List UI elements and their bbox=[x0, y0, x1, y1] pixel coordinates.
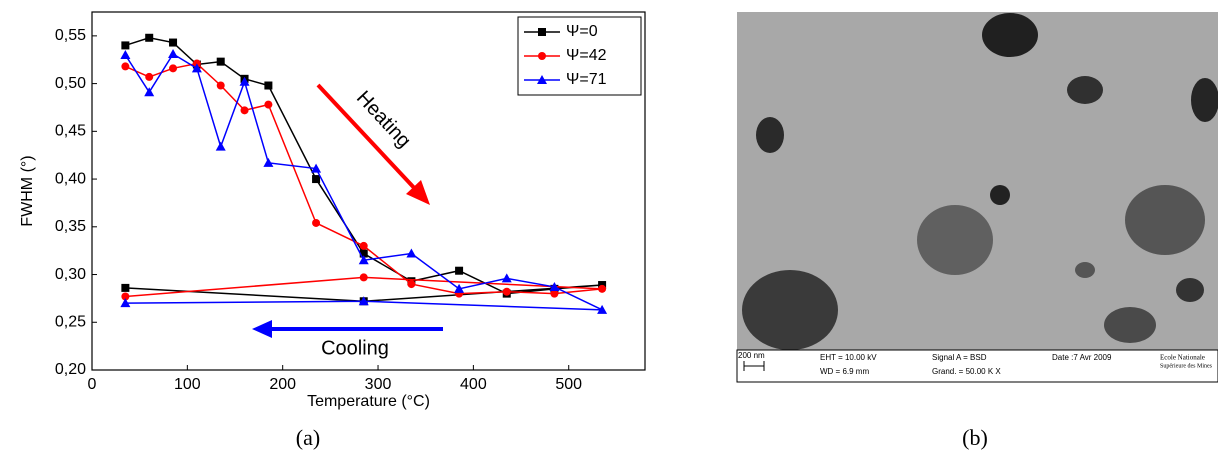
marker bbox=[407, 280, 416, 289]
marker bbox=[239, 76, 250, 86]
marker bbox=[169, 64, 178, 73]
marker bbox=[454, 283, 465, 293]
marker bbox=[358, 296, 369, 306]
marker bbox=[121, 41, 130, 50]
y-tick-label: 0,50 bbox=[55, 75, 86, 92]
marker bbox=[121, 62, 130, 71]
legend-label: Ψ=71 bbox=[566, 71, 607, 88]
marker bbox=[549, 281, 560, 291]
marker bbox=[145, 72, 154, 81]
marker bbox=[264, 100, 273, 109]
y-tick-label: 0,55 bbox=[55, 27, 86, 44]
marker bbox=[120, 49, 131, 59]
marker bbox=[145, 33, 154, 42]
legend-marker bbox=[538, 28, 546, 36]
marker bbox=[597, 304, 608, 314]
logo-line: Supérieure des Mines bbox=[1160, 363, 1213, 369]
y-tick-label: 0,25 bbox=[55, 313, 86, 330]
marker bbox=[311, 163, 322, 173]
marker bbox=[215, 141, 226, 151]
panel-label: (b) bbox=[962, 425, 988, 450]
plot-frame bbox=[91, 11, 646, 371]
heating-arrowhead bbox=[406, 180, 430, 205]
micrograph bbox=[736, 12, 1218, 383]
signal: Signal A = BSD bbox=[932, 353, 987, 362]
marker bbox=[312, 218, 321, 227]
x-axis-title: Temperature (°C) bbox=[307, 393, 430, 410]
scale-label: 200 nm bbox=[738, 351, 765, 360]
marker bbox=[598, 284, 607, 293]
marker bbox=[168, 49, 179, 59]
marker bbox=[169, 38, 178, 47]
panel-label: (a) bbox=[296, 425, 320, 450]
cooling-label: Cooling bbox=[321, 337, 389, 359]
marker bbox=[121, 292, 130, 301]
x-tick-label: 500 bbox=[555, 376, 582, 393]
x-tick-label: 200 bbox=[269, 376, 296, 393]
marker bbox=[240, 106, 249, 115]
series-line bbox=[124, 52, 603, 311]
marker bbox=[359, 273, 368, 282]
logo-line: Ecole Nationale bbox=[1160, 354, 1205, 362]
x-tick-label: 400 bbox=[460, 376, 487, 393]
date: Date :7 Avr 2009 bbox=[1052, 353, 1112, 362]
marker bbox=[312, 175, 321, 184]
marker bbox=[359, 241, 368, 250]
marker bbox=[502, 287, 511, 296]
y-tick-label: 0,40 bbox=[55, 170, 86, 187]
marker bbox=[501, 273, 512, 283]
x-tick-label: 100 bbox=[174, 376, 201, 393]
marker bbox=[120, 298, 131, 308]
y-tick-label: 0,45 bbox=[55, 123, 86, 140]
marker bbox=[263, 157, 274, 167]
heating-arrow bbox=[316, 83, 420, 194]
marker bbox=[144, 87, 155, 97]
marker bbox=[358, 255, 369, 265]
eht: EHT = 10.00 kV bbox=[820, 353, 877, 362]
legend-label: Ψ=0 bbox=[566, 23, 598, 40]
marker bbox=[406, 248, 417, 258]
marker bbox=[359, 249, 368, 258]
cooling-arrowhead bbox=[252, 320, 272, 338]
marker bbox=[121, 283, 130, 292]
marker bbox=[216, 57, 225, 66]
y-axis-title: FWHM (°) bbox=[19, 155, 36, 226]
y-tick-label: 0,35 bbox=[55, 218, 86, 235]
wd: WD = 6.9 mm bbox=[820, 367, 869, 376]
legend-marker bbox=[538, 52, 546, 60]
series-line bbox=[125, 62, 603, 298]
marker bbox=[216, 81, 225, 90]
legend-marker bbox=[537, 75, 547, 84]
legend-label: Ψ=42 bbox=[566, 47, 607, 64]
x-tick-label: 300 bbox=[365, 376, 392, 393]
y-tick-label: 0,20 bbox=[55, 361, 86, 378]
y-tick-label: 0,30 bbox=[55, 266, 86, 283]
marker bbox=[455, 266, 464, 275]
marker bbox=[550, 289, 559, 298]
marker bbox=[191, 63, 202, 73]
marker bbox=[264, 81, 273, 90]
series-line bbox=[125, 37, 603, 303]
heating-label: Heating bbox=[352, 87, 415, 152]
x-tick-label: 0 bbox=[88, 376, 97, 393]
magnification: Grand. = 50.00 K X bbox=[932, 367, 1001, 376]
